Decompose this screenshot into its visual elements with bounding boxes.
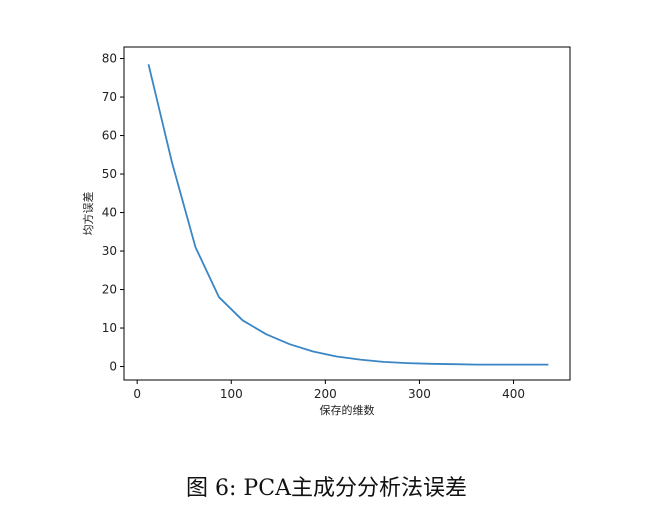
y-tick-label: 30 [102,244,117,258]
y-tick-label: 80 [102,52,117,66]
series-line-0 [147,64,549,366]
plot-area [123,46,571,381]
x-axis: 0 100 200 300 400 [133,380,525,401]
y-tick-label: 40 [102,206,117,220]
y-tick-label: 60 [102,129,117,143]
y-tick-label: 70 [102,90,117,104]
figure-caption: 图 6: PCA主成分分析法误差 [186,476,467,501]
y-tick-label: 10 [102,321,117,335]
chart: 0 10 20 30 40 50 60 70 80 0 100 200 300 400 保存的维数 均方… [81,46,571,417]
x-axis-label: 保存的维数 [320,403,375,417]
x-tick-label: 0 [133,387,141,401]
x-tick-label: 100 [220,387,243,401]
y-tick-label: 0 [109,360,117,374]
plot-frame [123,46,571,381]
y-axis: 0 10 20 30 40 50 60 70 80 [102,52,124,374]
x-tick-label: 200 [314,387,337,401]
x-tick-label: 300 [408,387,431,401]
y-tick-label: 20 [102,283,117,297]
x-tick-label: 400 [502,387,525,401]
y-axis-label: 均方误差 [81,192,95,236]
y-tick-label: 50 [102,167,117,181]
